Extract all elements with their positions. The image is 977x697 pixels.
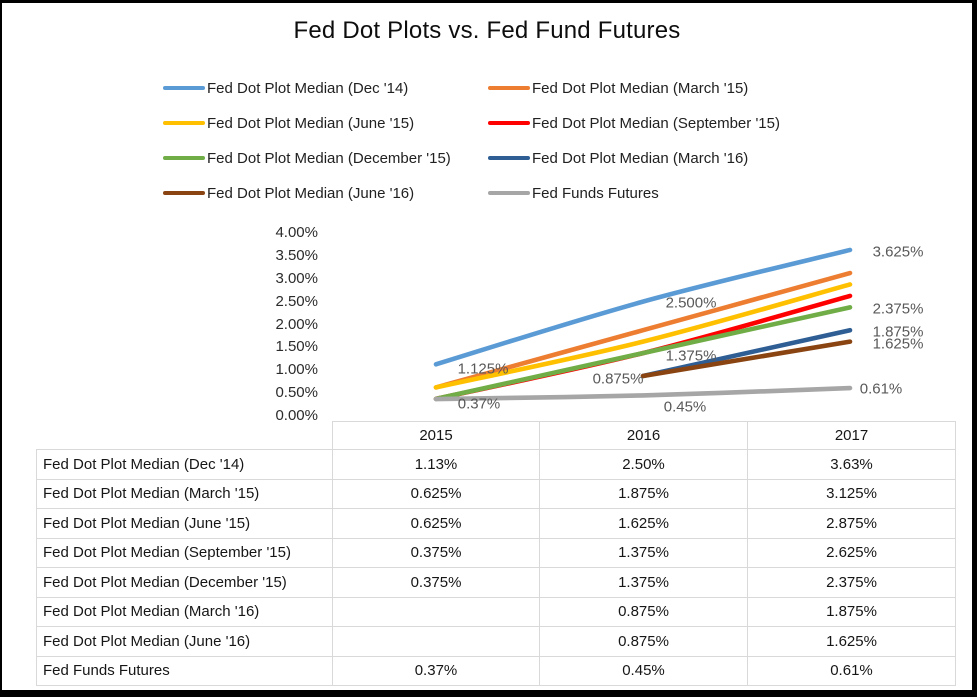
y-axis-tick-label: 1.00% — [275, 361, 318, 379]
legend-swatch-icon — [488, 85, 530, 91]
series-name-cell: Fed Dot Plot Median (June '15) — [36, 508, 333, 539]
legend-swatch-icon — [163, 85, 205, 91]
table-header-row: 2015 2016 2017 — [37, 421, 956, 450]
legend-label: Fed Dot Plot Median (March '16) — [532, 149, 749, 167]
value-cell — [332, 596, 540, 627]
series-line — [433, 247, 853, 367]
value-cell: 1.13% — [332, 449, 540, 480]
value-cell: 0.37% — [332, 655, 540, 686]
legend-swatch-icon — [163, 120, 205, 126]
value-cell: 0.375% — [332, 537, 540, 568]
legend-item: Fed Dot Plot Median (June '16) — [163, 182, 488, 204]
data-table: 2015 2016 2017 Fed Dot Plot Median (Dec '14… — [36, 421, 956, 686]
legend-item: Fed Dot Plot Median (March '16) — [488, 147, 780, 169]
legend-swatch-icon — [163, 155, 205, 161]
value-cell: 1.375% — [539, 567, 748, 598]
year-column-header: 2015 — [332, 421, 540, 450]
table-row: Fed Dot Plot Median (March '15) 0.625% 1.8… — [36, 478, 956, 509]
legend-swatch-icon — [163, 190, 205, 196]
legend-label: Fed Dot Plot Median (September '15) — [532, 114, 780, 132]
legend-item: Fed Dot Plot Median (December '15) — [163, 147, 488, 169]
series-name-cell: Fed Dot Plot Median (March '15) — [36, 478, 333, 509]
series-name-cell: Fed Dot Plot Median (September '15) — [36, 537, 333, 568]
legend-label: Fed Funds Futures — [532, 184, 659, 202]
value-cell: 1.875% — [747, 596, 956, 627]
chart-title: Fed Dot Plots vs. Fed Fund Futures — [293, 17, 681, 44]
legend-item: Fed Dot Plot Median (June '15) — [163, 112, 488, 134]
value-cell: 2.375% — [747, 567, 956, 598]
y-axis-tick-label: 4.00% — [275, 224, 318, 241]
table-row: Fed Dot Plot Median (Dec '14) 1.13% 2.50% 3… — [36, 449, 956, 480]
y-axis-tick-label: 3.00% — [275, 269, 318, 287]
series-name-cell: Fed Dot Plot Median (June '16) — [36, 626, 333, 657]
legend-label: Fed Dot Plot Median (June '15) — [207, 114, 415, 132]
value-cell: 1.875% — [539, 478, 748, 509]
series-name-cell: Fed Dot Plot Median (Dec '14) — [36, 449, 333, 480]
series-name-cell: Fed Dot Plot Median (March '16) — [36, 596, 333, 627]
y-axis-tick-label: 2.50% — [275, 292, 318, 310]
data-point-label: 0.45% — [663, 398, 707, 416]
y-axis-tick-label: 1.50% — [275, 338, 318, 356]
value-cell: 0.625% — [332, 508, 540, 539]
value-cell: 0.625% — [332, 478, 540, 509]
data-point-label: 1.875% — [872, 323, 924, 341]
value-cell: 2.625% — [747, 537, 956, 568]
legend-swatch-icon — [488, 155, 530, 161]
data-point-label: 1.375% — [665, 347, 717, 365]
year-column-header: 2017 — [747, 421, 956, 450]
legend-item: Fed Funds Futures — [488, 182, 780, 204]
data-point-label: 2.500% — [665, 294, 717, 312]
y-axis-tick-label: 3.50% — [275, 246, 318, 264]
legend-label: Fed Dot Plot Median (Dec '14) — [207, 79, 409, 97]
value-cell: 0.875% — [539, 626, 748, 657]
value-cell: 0.61% — [747, 655, 956, 686]
value-cell: 2.875% — [747, 508, 956, 539]
table-row: Fed Dot Plot Median (September '15) 0.375… — [36, 537, 956, 568]
table-row: Fed Dot Plot Median (June '15) 0.625% 1.62… — [36, 508, 956, 539]
value-cell: 0.45% — [539, 655, 748, 686]
value-cell — [332, 626, 540, 657]
legend-item: Fed Dot Plot Median (March '15) — [488, 77, 780, 99]
legend-swatch-icon — [488, 120, 530, 126]
table-corner-cell — [37, 422, 333, 450]
data-point-label: 0.875% — [592, 370, 644, 388]
data-point-label: 2.375% — [872, 300, 924, 318]
year-column-header: 2016 — [539, 421, 748, 450]
legend-item: Fed Dot Plot Median (Dec '14) — [163, 77, 488, 99]
table-row: Fed Funds Futures 0.37% 0.45% 0.61% — [36, 655, 956, 686]
value-cell: 3.125% — [747, 478, 956, 509]
value-cell: 1.625% — [747, 626, 956, 657]
value-cell: 1.375% — [539, 537, 748, 568]
y-axis-tick-label: 0.00% — [275, 407, 318, 424]
value-cell: 3.63% — [747, 449, 956, 480]
data-point-label: 0.37% — [457, 395, 501, 413]
legend: Fed Dot Plot Median (Dec '14) Fed Dot Plo… — [163, 77, 780, 204]
data-point-label: 3.625% — [872, 243, 924, 261]
table-row: Fed Dot Plot Median (March '16) 0.875% 1.8… — [36, 596, 956, 627]
series-name-cell: Fed Funds Futures — [36, 655, 333, 686]
table-row: Fed Dot Plot Median (June '16) 0.875% 1.62… — [36, 626, 956, 657]
y-axis-tick-label: 0.50% — [275, 384, 318, 402]
data-point-label: 1.625% — [872, 335, 924, 353]
table-row: Fed Dot Plot Median (December '15) 0.375%… — [36, 567, 956, 598]
data-point-label: 1.125% — [457, 360, 509, 378]
series-name-cell: Fed Dot Plot Median (December '15) — [36, 567, 333, 598]
legend-item: Fed Dot Plot Median (September '15) — [488, 112, 780, 134]
data-point-label: 0.61% — [859, 380, 903, 398]
value-cell: 1.625% — [539, 508, 748, 539]
value-cell: 2.50% — [539, 449, 748, 480]
legend-swatch-icon — [488, 190, 530, 196]
value-cell: 0.375% — [332, 567, 540, 598]
value-cell: 0.875% — [539, 596, 748, 627]
legend-label: Fed Dot Plot Median (December '15) — [207, 149, 451, 167]
y-axis-tick-label: 2.00% — [275, 315, 318, 333]
legend-label: Fed Dot Plot Median (June '16) — [207, 184, 415, 202]
legend-label: Fed Dot Plot Median (March '15) — [532, 79, 749, 97]
